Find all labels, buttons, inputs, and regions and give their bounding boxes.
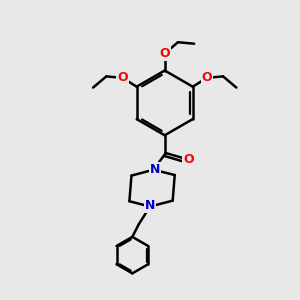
Text: O: O — [117, 71, 128, 84]
Text: O: O — [183, 153, 194, 166]
Text: N: N — [145, 199, 155, 212]
Text: O: O — [202, 71, 212, 84]
Text: O: O — [159, 47, 170, 60]
Text: N: N — [150, 163, 160, 176]
